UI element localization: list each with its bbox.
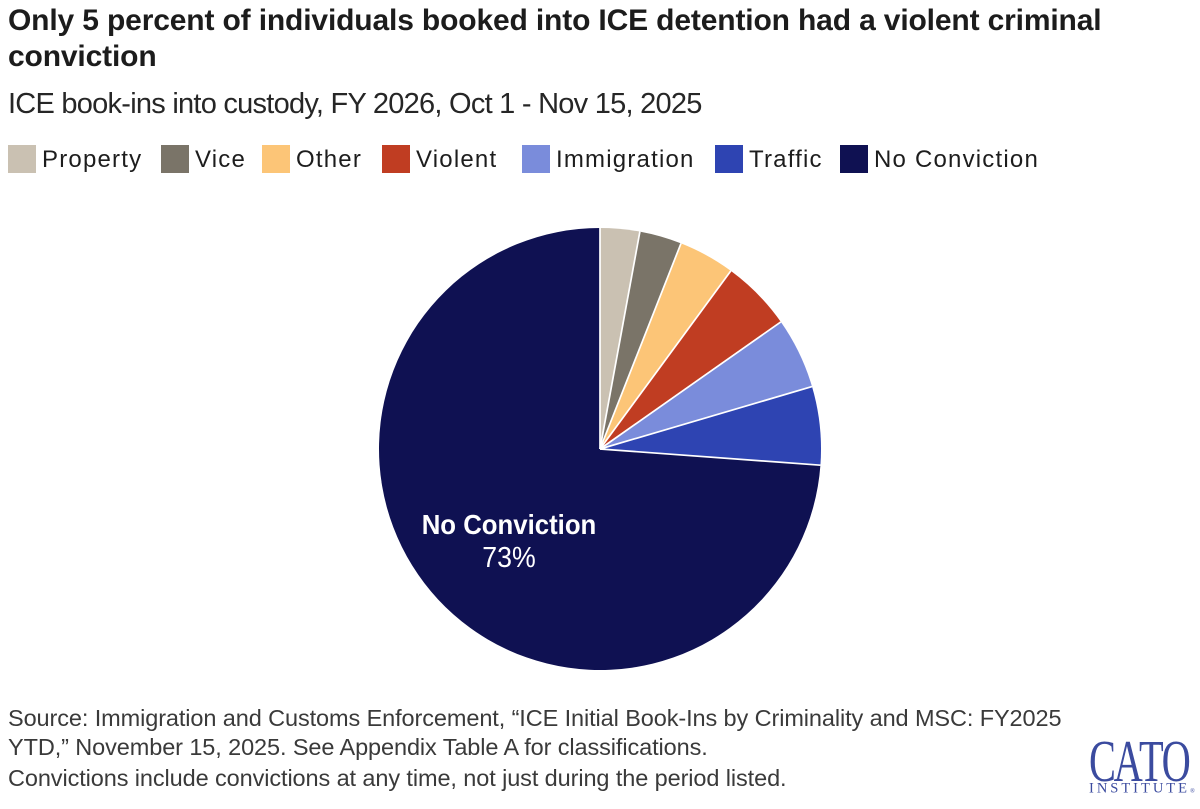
svg-text:®: ® (1190, 788, 1195, 795)
svg-text:CATO: CATO (1089, 735, 1191, 794)
